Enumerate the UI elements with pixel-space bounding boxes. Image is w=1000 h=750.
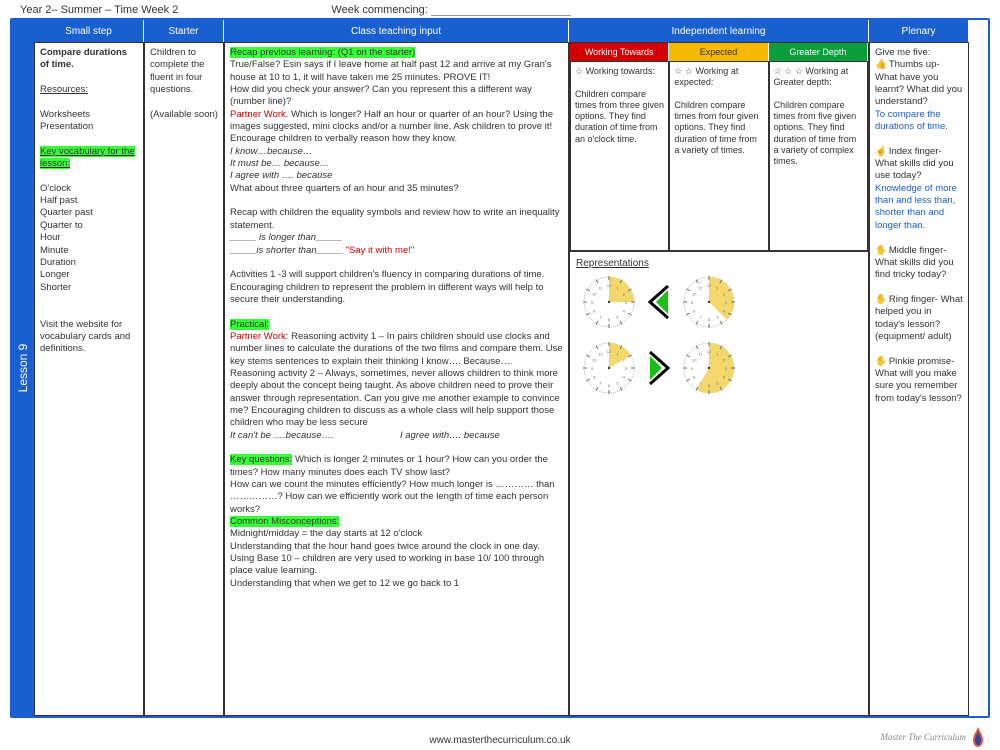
plenary-ring: Ring finger- What helped you in today's … [875,294,963,342]
week-commencing-label: Week commencing: [331,4,427,16]
stem-3: I agree with …. because [230,170,332,181]
teaching-cell: Recap previous learning: (Q1 on the star… [224,42,569,716]
small-step-cell: Compare durations of time. Resources: Wo… [34,42,144,716]
wt-stars: ☆ [575,66,583,76]
page-header: Year 2– Summer – Time Week 2 Week commen… [0,0,1000,18]
clock-row-1: 121234567891011 121234567891011 [576,275,862,329]
sub-header-gd: Greater Depth [769,43,868,61]
blank-shorter-a: _____is shorter than_____ [230,245,346,256]
clock-row-2: 121234567891011 121234567891011 [576,341,862,395]
sub-header-wt: Working Towards [570,43,669,61]
independent-cell: Working Towards Expected Greater Depth ☆… [569,42,869,716]
misconceptions-highlight: Common Misconceptions: [230,516,339,527]
small-step-title: Compare durations of time. [40,47,138,72]
resources-label: Resources: [40,84,138,96]
header-left: Year 2– Summer – Time Week 2 [20,4,178,16]
say-it: "Say it with me!" [346,245,415,256]
svg-text:12: 12 [607,349,612,354]
col-header-small-step: Small step [34,20,144,42]
plenary-cell: Give me five: 👍Thumbs up- What have you … [869,42,969,716]
ex-stars: ☆ ☆ [674,66,693,76]
teaching-l3: What about three quarters of an hour and… [230,183,459,194]
lesson-table: Lesson 9 Small step Starter Class teachi… [10,18,990,718]
gd-stars: ☆ ☆ ☆ [774,66,803,76]
starter-note: (Available soon) [150,109,218,121]
col-header-teaching: Class teaching input [224,20,569,42]
starter-cell: Children to complete the fluent in four … [144,42,224,716]
teaching-l5: Activities 1 -3 will support children's … [230,269,544,305]
lesson-grid: Small step Starter Class teaching input … [34,20,988,716]
teaching-l6: Reasoning activity 2 – Always, sometimes… [230,368,560,428]
lesson-tab-label: Lesson 9 [16,344,30,393]
svg-text:10: 10 [592,292,597,297]
visit-note: Visit the website for vocabulary cards a… [40,319,138,356]
vocab-list: O'clock Half past Quarter past Quarter t… [40,183,138,294]
wt-body: Children compare times from three given … [575,89,664,144]
footer-url: www.masterthecurriculum.co.uk [0,735,1000,746]
flame-icon [970,726,986,748]
plenary-thumbs-ans: To compare the durations of time. [875,109,948,132]
lesson-tab: Lesson 9 [12,20,34,716]
sub-header-ex: Expected [669,43,768,61]
svg-text:10: 10 [692,292,697,297]
starter-text: Children to complete the fluent in four … [150,47,218,96]
plenary-thumbs: Thumbs up- What have you learnt? What di… [875,59,962,107]
brand-text: Master The Curriculum [881,732,967,742]
teaching-l2: How did you check your answer? Can you r… [230,84,532,107]
teaching-l1: True/False? Esin says if I leave home at… [230,59,551,82]
stem-2: It must be… because… [230,158,329,169]
col-header-starter: Starter [144,20,224,42]
plenary-index-ans: Knowledge of more than and less than, sh… [875,183,957,231]
svg-text:10: 10 [592,358,597,363]
gd-cell: ☆ ☆ ☆ Working at Greater depth: Children… [769,61,868,251]
wt-cell: ☆ Working towards: Children compare time… [570,61,669,251]
svg-text:12: 12 [707,349,712,354]
misconceptions: Midnight/midday = the day starts at 12 o… [230,528,544,588]
teaching-l4: Recap with children the equality symbols… [230,207,560,230]
stem-1: I know…because… [230,146,312,157]
ex-body: Children compare times from four given o… [674,100,758,155]
brand-logo: Master The Curriculum [881,726,987,748]
practical-highlight: Practical: [230,319,269,330]
ex-cell: ☆ ☆ Working at expected: Children compar… [669,61,768,251]
plenary-title: Give me five: [875,47,930,58]
svg-text:10: 10 [692,358,697,363]
partner-work-1-label: Partner Work. [230,109,288,120]
pinkie-icon: ✋ [875,356,887,367]
stem-4b: I agree with…. because [400,430,500,441]
ring-icon: ✋ [875,294,887,305]
representations-cell: Representations 121234567891011 12123456… [570,251,868,715]
resources-list: Worksheets Presentation [40,109,138,134]
week-commencing-blank [431,15,571,16]
svg-text:12: 12 [607,283,612,288]
blank-longer: _____ is longer than_____ [230,232,343,243]
gd-body: Children compare times from five given o… [774,100,857,166]
col-header-independent: Independent learning [569,20,869,42]
representations-title: Representations [576,258,862,269]
col-header-plenary: Plenary [869,20,969,42]
vocab-label: Key vocabulary for the lesson: [40,146,135,169]
wt-label: Working towards: [583,66,655,76]
svg-text:12: 12 [707,283,712,288]
middle-icon: ✋ [875,245,887,256]
stem-4a: It can't be ….because…. [230,430,400,442]
partner-work-2-label: Partner Work: [230,331,288,342]
plenary-pinkie: Pinkie promise- What will you make sure … [875,356,962,404]
recap-highlight: Recap previous learning: (Q1 on the star… [230,47,415,58]
key-questions-highlight: Key questions: [230,454,292,465]
index-icon: ☝ [875,146,887,157]
thumb-icon: 👍 [875,59,887,70]
